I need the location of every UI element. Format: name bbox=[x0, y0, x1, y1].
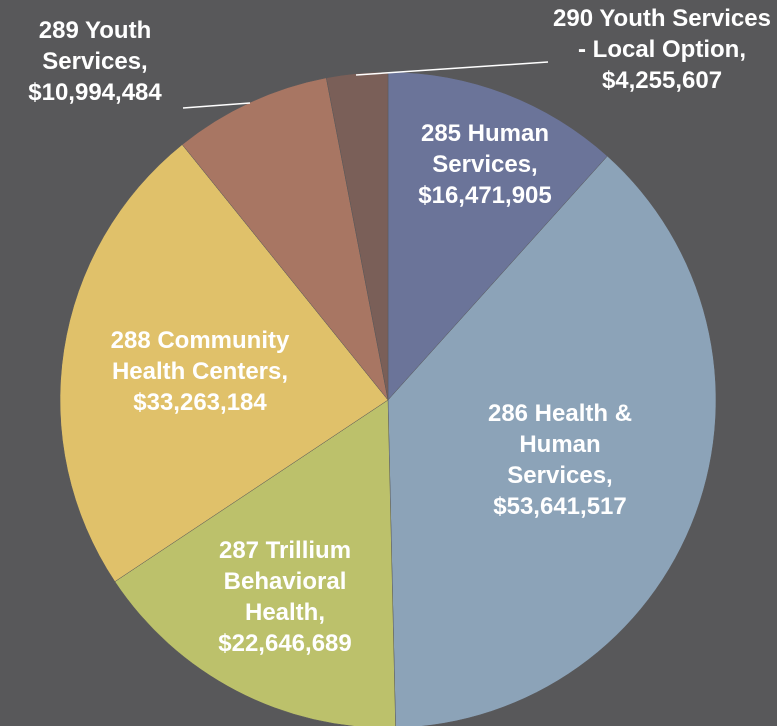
category-label: 287 Trillium Behavioral Health, bbox=[218, 537, 352, 626]
leader-line bbox=[182, 102, 251, 109]
slice-label: 288 Community Health Centers, $33,263,184 bbox=[80, 325, 320, 418]
pie-slice bbox=[387, 71, 608, 401]
pie-slice bbox=[114, 399, 396, 726]
pie-slice bbox=[59, 144, 389, 582]
slice-label: 287 Trillium Behavioral Health, $22,646,6… bbox=[195, 535, 375, 659]
category-label: 288 Community Health Centers, bbox=[110, 327, 290, 385]
slice-label: 285 Human Services, $16,471,905 bbox=[405, 118, 565, 211]
pie bbox=[59, 71, 717, 726]
category-label: 289 Youth Services, bbox=[38, 17, 152, 75]
value-label: $4,255,607 bbox=[601, 67, 723, 94]
value-label: $10,994,484 bbox=[28, 79, 162, 106]
pie-slice bbox=[387, 155, 717, 726]
slice-label: 290 Youth Services - Local Option, $4,255… bbox=[547, 3, 777, 96]
value-label: $22,646,689 bbox=[218, 630, 352, 657]
slice-label: 286 Health & Human Services, $53,641,517 bbox=[475, 398, 645, 522]
category-label: 290 Youth Services - Local Option, bbox=[553, 5, 771, 63]
category-label: 286 Health & Human Services, bbox=[487, 400, 633, 489]
value-label: $53,641,517 bbox=[493, 493, 627, 520]
pie-slice bbox=[325, 71, 389, 401]
category-label: 285 Human Services, bbox=[420, 120, 550, 178]
value-label: $16,471,905 bbox=[418, 182, 552, 209]
leader-line bbox=[355, 61, 549, 76]
slice-label: 289 Youth Services, $10,994,484 bbox=[5, 15, 185, 108]
pie-slice bbox=[181, 77, 389, 401]
value-label: $33,263,184 bbox=[133, 389, 267, 416]
